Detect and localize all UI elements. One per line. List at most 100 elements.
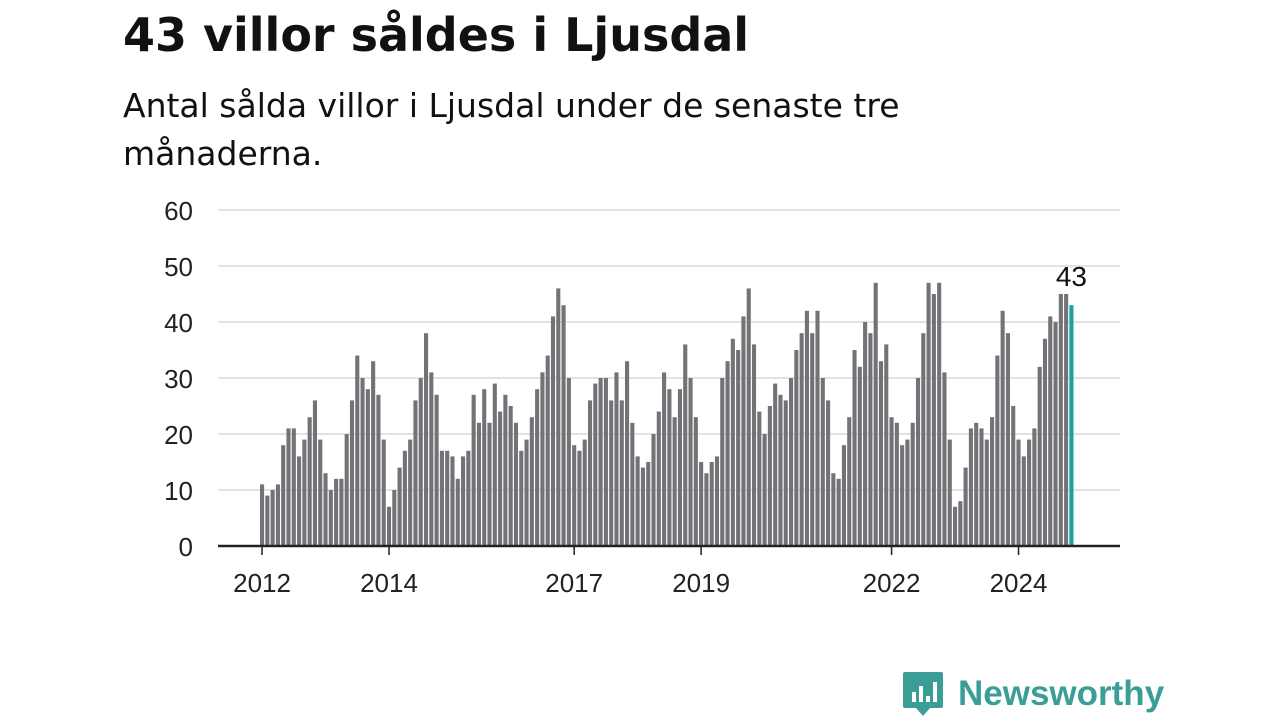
bar (910, 422, 915, 546)
bar (397, 467, 402, 546)
bar (1032, 428, 1037, 546)
bar (270, 490, 275, 546)
bar (799, 333, 804, 546)
bar (905, 439, 910, 546)
bar (450, 456, 455, 546)
bar (984, 439, 989, 546)
bar (667, 389, 672, 546)
bar (662, 372, 667, 546)
bar (968, 428, 973, 546)
bar (1016, 439, 1021, 546)
bar (836, 478, 841, 546)
bar (540, 372, 545, 546)
bar (931, 294, 936, 546)
bar (365, 389, 370, 546)
bar (741, 316, 746, 546)
bar-chart: 0 10 20 30 40 50 60 2012 2014 2017 2019 2022 2024 43 (164, 196, 1120, 598)
y-tick-label: 20 (164, 420, 193, 450)
bar (291, 428, 296, 546)
bar (704, 473, 709, 546)
bar (915, 378, 921, 546)
bar (476, 422, 481, 546)
bar (952, 506, 958, 546)
bar (963, 467, 968, 546)
bar (455, 478, 460, 546)
bar (730, 338, 735, 546)
bar (413, 400, 418, 546)
highlight-bar (1069, 305, 1074, 546)
bar (566, 378, 571, 546)
bar (334, 478, 339, 546)
y-tick-label: 0 (179, 532, 193, 562)
x-tick-label: 2017 (545, 568, 603, 598)
x-tick-label: 2022 (863, 568, 921, 598)
bar (312, 400, 317, 546)
bar (550, 316, 556, 546)
bar (582, 439, 587, 546)
bar (598, 378, 603, 546)
bar (709, 462, 714, 546)
bar (418, 378, 423, 546)
x-tick-label: 2019 (672, 568, 730, 598)
bar (482, 389, 487, 546)
bar (603, 378, 608, 546)
bar (815, 310, 820, 546)
bar (545, 355, 550, 546)
y-tick-label: 10 (164, 476, 193, 506)
bar (751, 344, 757, 546)
bar (529, 417, 534, 546)
bar (339, 478, 344, 546)
bar (852, 350, 857, 546)
bar (974, 422, 979, 546)
bar (783, 400, 788, 546)
bar (471, 394, 476, 546)
bar (371, 361, 376, 546)
bar (683, 344, 688, 546)
bar (926, 282, 931, 546)
bar (386, 506, 392, 546)
bar (503, 394, 508, 546)
bar (873, 282, 878, 546)
bar (773, 383, 778, 546)
bar (1000, 310, 1005, 546)
bar (746, 288, 751, 546)
bar (466, 450, 471, 546)
bar (349, 400, 355, 546)
bar (736, 350, 741, 546)
bar (1053, 322, 1058, 546)
bar (1058, 294, 1063, 546)
bar (810, 333, 815, 546)
bar (656, 411, 661, 546)
bar (847, 417, 852, 546)
bar (762, 434, 767, 546)
bar (725, 361, 730, 546)
x-tick-label: 2012 (233, 568, 291, 598)
bar (857, 366, 862, 546)
bar (344, 434, 349, 546)
bar (360, 378, 365, 546)
bar (672, 417, 677, 546)
bar (947, 439, 952, 546)
bar (688, 378, 693, 546)
bar (376, 394, 381, 546)
bar (1005, 333, 1010, 546)
bar (990, 417, 995, 546)
bar (323, 473, 328, 546)
bar (318, 439, 323, 546)
x-tick-label: 2014 (360, 568, 418, 598)
bar (260, 484, 265, 546)
bar (826, 400, 831, 546)
bar (720, 378, 725, 546)
bar (1042, 338, 1048, 546)
bar (487, 422, 492, 546)
bar (640, 467, 645, 546)
bar (614, 372, 619, 546)
bar (355, 355, 360, 546)
bar (302, 439, 307, 546)
bar (275, 484, 280, 546)
newsworthy-logo: Newsworthy (902, 670, 1164, 718)
bar (789, 378, 794, 546)
bar (831, 473, 836, 546)
bar (498, 411, 503, 546)
bar (942, 372, 947, 546)
